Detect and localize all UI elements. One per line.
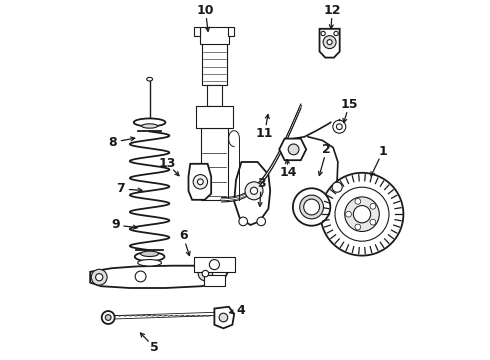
- Text: 3: 3: [257, 177, 266, 190]
- Circle shape: [370, 203, 376, 209]
- Bar: [200, 27, 229, 44]
- Polygon shape: [279, 139, 306, 160]
- Circle shape: [245, 182, 263, 200]
- Circle shape: [334, 31, 338, 36]
- Circle shape: [353, 206, 370, 223]
- Ellipse shape: [134, 118, 166, 126]
- Ellipse shape: [141, 251, 158, 256]
- Bar: [194, 27, 199, 36]
- Circle shape: [197, 179, 203, 185]
- Text: 2: 2: [322, 143, 331, 156]
- Circle shape: [219, 313, 228, 322]
- Text: 10: 10: [196, 4, 214, 17]
- Circle shape: [239, 217, 247, 226]
- Text: 11: 11: [256, 127, 273, 140]
- Circle shape: [105, 315, 111, 320]
- Polygon shape: [90, 259, 234, 288]
- Circle shape: [102, 311, 115, 324]
- Circle shape: [345, 197, 379, 231]
- Text: 7: 7: [117, 183, 125, 195]
- Circle shape: [293, 188, 330, 226]
- Text: 4: 4: [236, 304, 245, 317]
- Bar: [228, 27, 234, 36]
- Circle shape: [135, 271, 146, 282]
- Circle shape: [304, 199, 319, 215]
- Circle shape: [300, 195, 323, 219]
- Circle shape: [257, 217, 266, 226]
- Circle shape: [345, 211, 351, 217]
- Text: 1: 1: [378, 145, 387, 158]
- Circle shape: [96, 274, 103, 281]
- Circle shape: [337, 124, 342, 130]
- Circle shape: [288, 144, 299, 155]
- Text: 14: 14: [279, 166, 297, 179]
- Ellipse shape: [138, 260, 162, 266]
- Text: 15: 15: [341, 98, 358, 111]
- Ellipse shape: [142, 124, 157, 128]
- Circle shape: [202, 270, 209, 277]
- Circle shape: [335, 187, 389, 241]
- Circle shape: [320, 173, 403, 256]
- Text: 8: 8: [109, 136, 117, 149]
- Circle shape: [355, 224, 361, 230]
- Circle shape: [323, 36, 336, 49]
- Circle shape: [193, 175, 208, 189]
- Circle shape: [250, 187, 258, 194]
- Text: 12: 12: [323, 4, 341, 17]
- Ellipse shape: [147, 77, 152, 81]
- Polygon shape: [234, 162, 270, 225]
- Bar: [201, 43, 227, 85]
- Circle shape: [198, 266, 213, 281]
- Text: 6: 6: [179, 229, 187, 242]
- Polygon shape: [189, 164, 211, 200]
- Text: 9: 9: [111, 219, 120, 231]
- Bar: [196, 106, 233, 128]
- Circle shape: [332, 182, 342, 192]
- Ellipse shape: [135, 252, 165, 261]
- Bar: [204, 275, 225, 286]
- Circle shape: [209, 260, 220, 270]
- Circle shape: [355, 198, 361, 204]
- Bar: [194, 257, 235, 272]
- Bar: [201, 128, 228, 200]
- Circle shape: [321, 31, 325, 36]
- Circle shape: [91, 269, 107, 285]
- Circle shape: [327, 40, 332, 45]
- Polygon shape: [319, 29, 340, 58]
- Circle shape: [370, 219, 376, 225]
- Circle shape: [333, 120, 346, 133]
- Polygon shape: [215, 307, 234, 328]
- Text: 13: 13: [159, 157, 176, 170]
- Text: 5: 5: [150, 341, 159, 354]
- Bar: [207, 85, 222, 106]
